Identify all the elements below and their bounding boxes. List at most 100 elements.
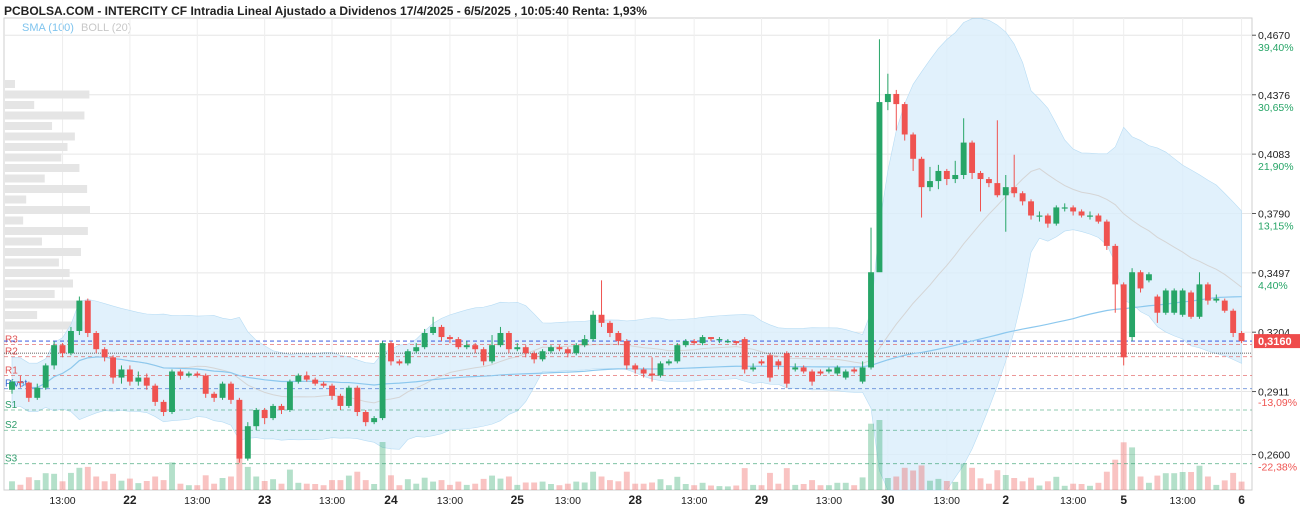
volume-bar [135,483,142,490]
y-tick-label: 0,4083 [1258,149,1290,161]
candle-body [480,349,487,362]
volume-bar [977,478,984,490]
candle-body [93,333,100,350]
candle-body [548,347,554,352]
volume-bar [842,482,849,490]
candle-body [430,326,437,334]
volume-bar [1129,447,1136,490]
volume-bar [1070,483,1077,490]
candle-body [716,339,723,341]
volume-bar [884,478,891,490]
volume-bar [1011,478,1018,490]
candle-body [615,333,622,342]
candle-body [388,343,394,362]
x-tick-label: 13:00 [437,495,463,507]
volume-bar [767,472,773,490]
candle-body [884,93,891,103]
volume-bar [1095,482,1102,490]
candle-body [977,172,984,180]
candle-body [253,409,260,427]
volume-bar [1137,476,1144,490]
volume-bar [1061,485,1068,490]
volume-bar [733,485,740,490]
y-tick-pct: 13,15% [1258,220,1294,232]
volume-profile-bar [5,111,85,120]
candle-body [118,369,125,378]
volume-profile-bar [5,321,89,330]
volume-bar [270,479,277,490]
candle-body [792,367,799,370]
volume-bar [371,484,378,490]
x-tick-label: 13:00 [1169,495,1195,507]
candle-body [1061,207,1068,209]
bollinger-band [11,18,1242,491]
candle-body [152,385,159,402]
candle-body [59,345,66,354]
volume-bar [969,467,976,490]
candle-body [674,345,681,362]
volume-bar [817,485,824,490]
volume-bar [775,483,782,490]
candle-body [876,102,883,273]
volume-profile-bar [5,216,24,225]
candle-body [514,347,521,350]
x-tick-label: 13:00 [184,495,210,507]
candle-body [194,373,201,376]
volume-bar [598,476,605,490]
x-tick-label: 5 [1120,493,1127,507]
candle-body [665,361,672,364]
volume-bar [514,484,521,490]
volume-bar [185,485,192,490]
volume-bar [1204,476,1211,490]
candle-body [320,383,327,386]
last-price-label: 0,3160 [1258,336,1292,348]
level-label-pivot: Pivot [5,379,27,390]
volume-bar [716,486,723,490]
volume-bar [910,470,917,490]
chart-legend: SMA (100) BOLL (20) [22,22,131,34]
volume-bar [1154,475,1161,490]
volume-bar [101,481,108,490]
candle-body [1053,207,1060,224]
volume-bar [1221,480,1228,490]
volume-profile-bar [5,237,42,246]
volume-bar [935,478,942,490]
candle-body [236,399,243,459]
x-tick-label: 30 [881,493,895,507]
level-label-s1: S1 [5,400,18,411]
volume-profile-bar [5,258,59,267]
candle-body [396,361,403,364]
volume-bar [994,470,1001,490]
candle-body [851,369,858,372]
x-tick-label: 2 [1002,493,1009,507]
volume-bar [404,479,411,490]
volume-bar [1019,481,1026,490]
volume-bar [329,480,335,490]
candle-body [202,375,209,394]
candle-body [758,361,765,364]
volume-bar [825,485,832,490]
candle-body [228,383,234,400]
volume-bar [25,477,32,490]
candle-body [303,375,310,380]
candle-body [1137,272,1144,289]
candle-body [1087,215,1093,217]
candle-body [910,134,917,159]
candle-body [531,353,538,360]
volume-bar [674,476,681,490]
y-tick-label: 0,2911 [1258,387,1289,399]
volume-bar [758,485,765,490]
candle-body [1028,201,1034,216]
volume-bar [1162,473,1169,490]
volume-bar [657,479,664,490]
volume-bar [1112,459,1119,490]
volume-bar [623,471,630,490]
candle-body [834,367,841,374]
volume-bar [59,481,66,490]
x-tick-label: 23 [258,493,272,507]
volume-bar [918,465,925,490]
volume-bar [901,467,908,490]
volume-bar [539,481,546,490]
volume-bar [337,480,344,490]
